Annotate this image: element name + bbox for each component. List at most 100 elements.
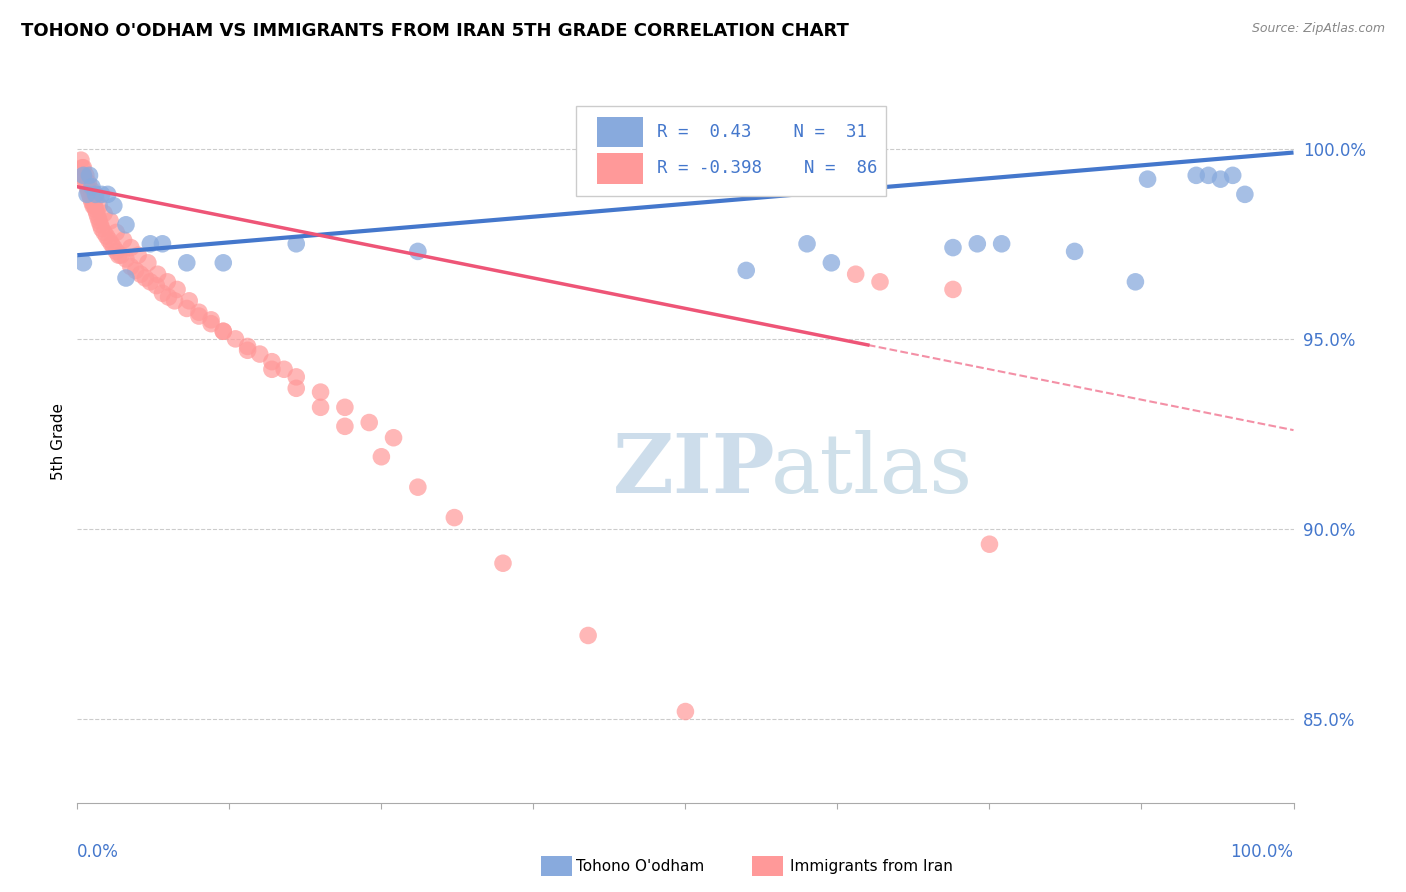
Point bbox=[333, 419, 356, 434]
Point bbox=[820, 807, 842, 822]
Point bbox=[79, 169, 101, 183]
Point bbox=[176, 301, 198, 316]
Point bbox=[309, 401, 332, 415]
Point bbox=[152, 236, 174, 251]
Point bbox=[89, 199, 111, 213]
Bar bbox=[596, 117, 643, 147]
Point bbox=[115, 218, 138, 232]
Point bbox=[285, 381, 308, 395]
Point bbox=[80, 179, 103, 194]
Point bbox=[120, 260, 142, 274]
Point bbox=[115, 271, 138, 285]
Bar bbox=[596, 153, 643, 184]
Point bbox=[152, 286, 174, 301]
Point bbox=[80, 184, 103, 198]
Point bbox=[212, 324, 235, 338]
Point bbox=[157, 290, 180, 304]
Point bbox=[80, 194, 103, 209]
Point bbox=[134, 271, 156, 285]
Point bbox=[73, 172, 96, 186]
Point bbox=[139, 236, 162, 251]
Point bbox=[103, 199, 125, 213]
Text: Source: ZipAtlas.com: Source: ZipAtlas.com bbox=[1251, 22, 1385, 36]
Point bbox=[76, 187, 98, 202]
Point bbox=[79, 187, 101, 202]
Point bbox=[869, 275, 891, 289]
Point bbox=[1197, 169, 1219, 183]
Point bbox=[139, 275, 162, 289]
Point bbox=[90, 221, 112, 235]
Point bbox=[942, 282, 965, 296]
Point bbox=[370, 450, 392, 464]
Point bbox=[249, 347, 271, 361]
Point bbox=[93, 206, 115, 220]
Point bbox=[115, 252, 138, 266]
Point bbox=[236, 343, 259, 358]
Point bbox=[93, 226, 115, 240]
Point bbox=[105, 226, 128, 240]
Point bbox=[188, 309, 211, 323]
Text: Tohono O'odham: Tohono O'odham bbox=[576, 859, 704, 873]
Point bbox=[942, 241, 965, 255]
Text: TOHONO O'ODHAM VS IMMIGRANTS FROM IRAN 5TH GRADE CORRELATION CHART: TOHONO O'ODHAM VS IMMIGRANTS FROM IRAN 5… bbox=[21, 22, 849, 40]
Text: 0.0%: 0.0% bbox=[77, 843, 120, 861]
Point bbox=[176, 256, 198, 270]
Point bbox=[72, 161, 94, 175]
Point bbox=[576, 628, 599, 642]
Point bbox=[1125, 275, 1147, 289]
Point bbox=[80, 191, 103, 205]
Point bbox=[112, 233, 135, 247]
Point bbox=[89, 218, 111, 232]
Point bbox=[236, 339, 259, 353]
Point bbox=[107, 248, 129, 262]
Point bbox=[285, 370, 308, 384]
Point bbox=[110, 248, 132, 262]
Text: 100.0%: 100.0% bbox=[1230, 843, 1294, 861]
Text: R = -0.398    N =  86: R = -0.398 N = 86 bbox=[658, 160, 877, 178]
Point bbox=[200, 313, 222, 327]
Point bbox=[136, 256, 159, 270]
Point bbox=[96, 229, 118, 244]
Point bbox=[84, 191, 107, 205]
Point bbox=[200, 317, 222, 331]
Point bbox=[97, 233, 120, 247]
Point bbox=[86, 206, 108, 220]
Point bbox=[163, 293, 186, 308]
Point bbox=[1222, 169, 1244, 183]
Point bbox=[382, 431, 405, 445]
Point bbox=[70, 161, 93, 175]
Text: ZIP: ZIP bbox=[613, 431, 775, 510]
Point bbox=[103, 241, 125, 255]
Point bbox=[1233, 187, 1256, 202]
Point bbox=[735, 263, 758, 277]
Point bbox=[990, 236, 1012, 251]
FancyBboxPatch shape bbox=[576, 105, 886, 196]
Point bbox=[224, 332, 246, 346]
Point bbox=[120, 241, 142, 255]
Point bbox=[212, 256, 235, 270]
Point bbox=[309, 385, 332, 400]
Point bbox=[979, 537, 1001, 551]
Point bbox=[82, 199, 104, 213]
Point bbox=[156, 275, 179, 289]
Point bbox=[145, 278, 167, 293]
Text: Immigrants from Iran: Immigrants from Iran bbox=[790, 859, 953, 873]
Point bbox=[77, 184, 100, 198]
Point bbox=[83, 199, 105, 213]
Point bbox=[820, 256, 842, 270]
Point bbox=[70, 153, 93, 168]
Point bbox=[89, 214, 111, 228]
Point bbox=[260, 362, 283, 376]
Point bbox=[72, 169, 94, 183]
Point bbox=[359, 416, 381, 430]
Point bbox=[443, 510, 465, 524]
Point bbox=[212, 324, 235, 338]
Y-axis label: 5th Grade: 5th Grade bbox=[51, 403, 66, 480]
Point bbox=[492, 556, 515, 570]
Point bbox=[1136, 172, 1159, 186]
Point bbox=[97, 187, 120, 202]
Point bbox=[146, 267, 169, 281]
Point bbox=[125, 263, 148, 277]
Point bbox=[84, 202, 107, 217]
Point bbox=[260, 354, 283, 368]
